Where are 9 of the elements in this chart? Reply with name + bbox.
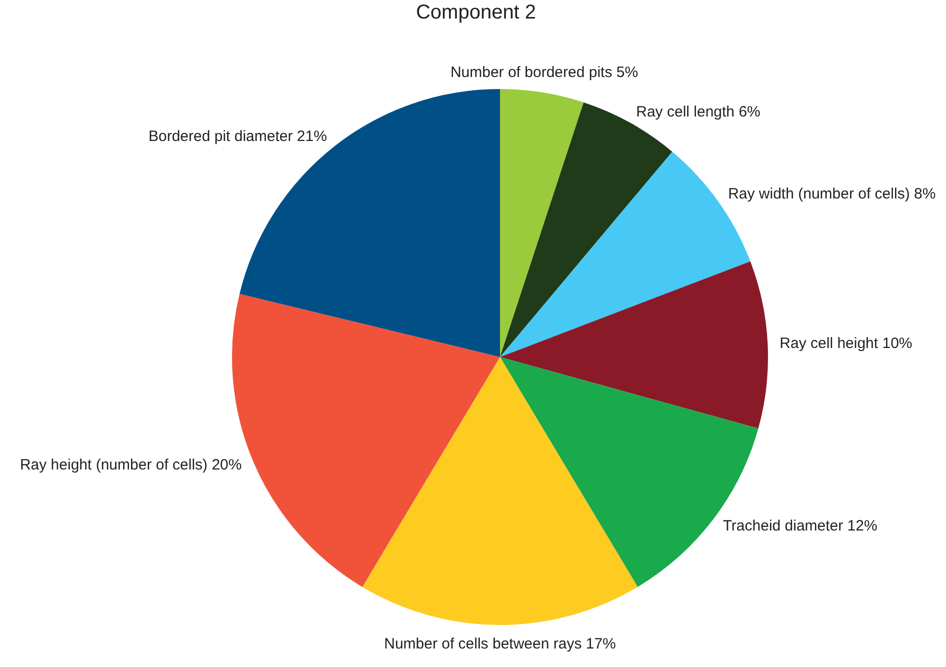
slice-label: Ray cell height 10% xyxy=(780,334,912,352)
slice-label: Ray height (number of cells) 20% xyxy=(20,456,242,474)
slice-label: Ray width (number of cells) 8% xyxy=(728,186,936,203)
chart-title: Component 2 xyxy=(416,2,536,24)
slice-label: Ray cell length 6% xyxy=(636,103,760,120)
slice-label: Bordered pit diameter 21% xyxy=(148,128,327,146)
slice-label: Tracheid diameter 12% xyxy=(722,518,878,535)
slice-label: Number of cells between rays 17% xyxy=(384,636,616,653)
slice-label: Number of bordered pits 5% xyxy=(450,64,638,82)
